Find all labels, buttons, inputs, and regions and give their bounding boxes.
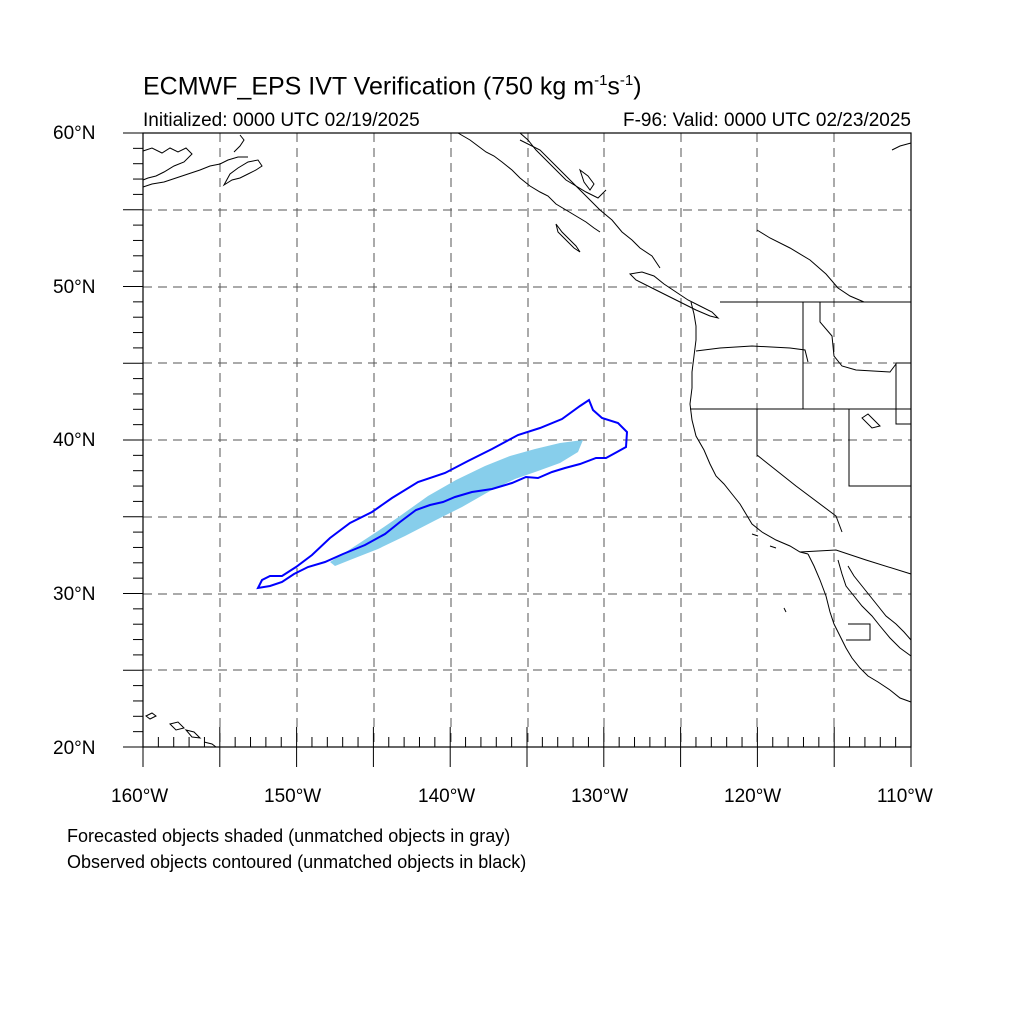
lon-label-130w: 130°W (571, 786, 629, 807)
forecast-ivt-object (330, 440, 583, 566)
lon-label-140w: 140°W (418, 786, 476, 807)
title-mid: s (607, 72, 620, 101)
lat-label-20n: 20°N (53, 738, 96, 759)
lat-label-30n: 30°N (53, 584, 96, 605)
lat-lon-grid (143, 133, 911, 747)
lon-label-160w: 160°W (111, 786, 169, 807)
lon-label-120w: 120°W (724, 786, 782, 807)
title-exponent-1: -1 (594, 72, 608, 89)
observed-ivt-contour (256, 398, 629, 590)
title-end: ) (633, 72, 642, 101)
lon-label-150w: 150°W (264, 786, 322, 807)
axis-ticks (123, 132, 912, 767)
title-exponent-2: -1 (619, 72, 634, 89)
forecast-legend-note: Forecasted objects shaded (unmatched obj… (67, 826, 511, 846)
lat-label-50n: 50°N (53, 277, 96, 298)
lat-label-60n: 60°N (53, 123, 96, 144)
lon-label-110w: 110°W (877, 786, 933, 807)
valid-time: F-96: Valid: 0000 UTC 02/23/2025 (623, 110, 911, 131)
title-main: ECMWF_EPS IVT Verification (750 kg m (143, 72, 595, 101)
observed-legend-note: Observed objects contoured (unmatched ob… (67, 852, 527, 872)
map-title: ECMWF_EPS IVT Verification (750 kg m-1s-… (143, 72, 642, 101)
coastlines (142, 132, 912, 748)
initialized-time: Initialized: 0000 UTC 02/19/2025 (143, 110, 420, 131)
lat-label-40n: 40°N (53, 430, 96, 451)
